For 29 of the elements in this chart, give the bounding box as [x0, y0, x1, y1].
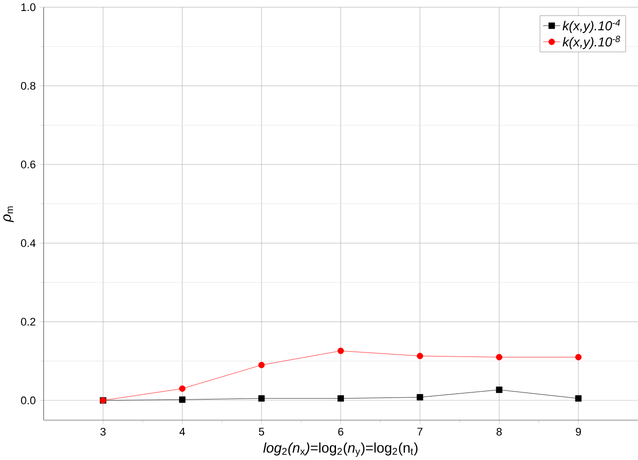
- text: log$_{2}$(n$_{x}$)=log$_{2}$(n$_{y}$)=log$_{2}$(n$_{t}$): [263, 442, 418, 457]
- x-tick-label: 9: [576, 428, 581, 436]
- y-tick-label: 0.6: [21, 160, 36, 168]
- x-tick-label: 4: [179, 428, 185, 436]
- point: [338, 395, 344, 402]
- x-tick-label: 3: [100, 428, 106, 436]
- x-tick-label: 8: [496, 428, 502, 436]
- y-axis-title: ρ$_{m}$: [3, 206, 14, 222]
- point: [575, 354, 582, 360]
- point: [258, 395, 265, 402]
- point: [338, 348, 344, 354]
- y-tick-label: 0.2: [21, 318, 36, 326]
- point: [575, 395, 582, 402]
- y-tick-label: 0.4: [21, 239, 36, 247]
- x-tick-label: 7: [417, 428, 422, 436]
- point: [258, 362, 265, 368]
- point: [496, 386, 502, 393]
- legend-label: k(x,y).10$^{-8}$: [562, 36, 620, 50]
- point: [496, 354, 502, 360]
- x-tick-label: 6: [338, 428, 344, 436]
- y-tick-label: 0.0: [21, 396, 36, 404]
- point: [179, 385, 186, 392]
- point: [179, 396, 186, 403]
- legend-label: k(x,y).10$^{-4}$: [562, 20, 620, 33]
- x-tick-label: 5: [258, 428, 264, 436]
- y-tick-label: 0.8: [21, 82, 36, 90]
- y-tick-label: 1.0: [21, 3, 36, 12]
- point: [416, 394, 424, 400]
- point: [416, 352, 424, 360]
